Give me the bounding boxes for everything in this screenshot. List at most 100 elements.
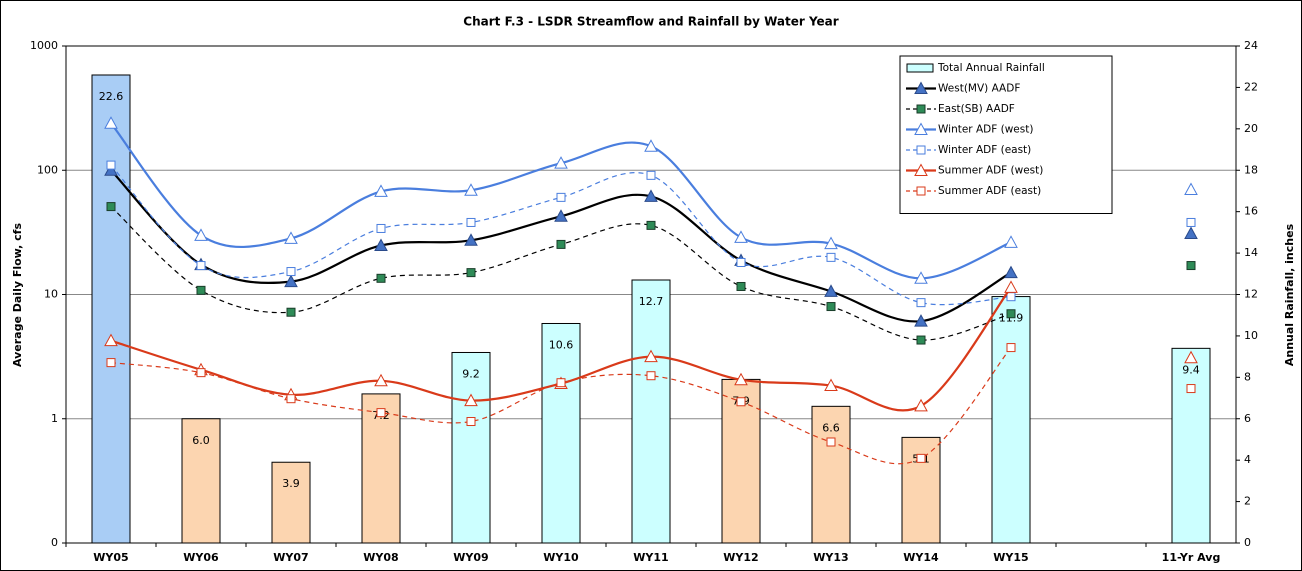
line-marker	[466, 217, 476, 227]
x-tick-label: WY10	[543, 551, 579, 564]
line-marker	[1006, 309, 1016, 319]
line-marker	[826, 437, 836, 447]
line-marker	[914, 398, 928, 412]
legend-marker	[916, 186, 926, 196]
line-marker	[196, 285, 206, 295]
line-marker	[464, 183, 478, 196]
y2-tick-label: 8	[1244, 370, 1251, 383]
y2-tick-label: 10	[1244, 329, 1258, 342]
legend-marker	[914, 122, 928, 135]
line-marker	[916, 298, 926, 308]
line-marker	[104, 163, 118, 176]
legend-label: West(MV) AADF	[938, 83, 1020, 95]
line-marker	[1006, 292, 1016, 302]
legend-label: Summer ADF (west)	[938, 165, 1043, 177]
x-tick-label: WY06	[183, 551, 219, 564]
y2-tick-label: 20	[1244, 122, 1258, 135]
line-marker	[1004, 265, 1018, 279]
line-marker	[1184, 182, 1198, 195]
bar	[361, 393, 401, 544]
line-marker	[824, 284, 838, 297]
line-marker	[646, 170, 656, 180]
line-marker	[644, 139, 658, 152]
y2-tick-label: 24	[1244, 39, 1258, 52]
line-marker	[464, 233, 478, 246]
line-marker	[646, 371, 656, 381]
y-tick-label: 100	[37, 163, 58, 176]
line-marker	[1004, 235, 1018, 248]
line-marker	[374, 184, 388, 197]
chart-title: Chart F.3 - LSDR Streamflow and Rainfall…	[463, 15, 838, 29]
legend-marker	[914, 163, 928, 176]
legend-label: East(SB) AADF	[938, 103, 1015, 115]
line-marker	[1186, 217, 1196, 227]
x-tick-label: WY14	[903, 551, 939, 564]
legend-box	[899, 55, 1113, 214]
line-marker	[286, 267, 296, 277]
y2-tick-label: 12	[1244, 288, 1258, 301]
line-marker	[644, 349, 658, 363]
y2-tick-label: 0	[1244, 536, 1251, 549]
bar-value-label: 10.6	[549, 338, 574, 351]
y2-tick-label: 4	[1244, 453, 1251, 466]
bar	[991, 296, 1031, 544]
legend-label: Total Annual Rainfall	[937, 62, 1045, 74]
line-marker	[914, 314, 928, 327]
legend-marker	[916, 145, 926, 155]
line-marker	[916, 335, 926, 345]
line-marker	[736, 281, 746, 291]
y-axis-label: Average Daily Flow, cfs	[11, 223, 24, 367]
line-marker	[914, 271, 928, 284]
x-tick-label: WY11	[633, 551, 668, 564]
bar-value-label: 12.7	[639, 295, 664, 308]
bar	[811, 405, 851, 544]
line-marker	[284, 274, 298, 288]
x-tick-label: 11-Yr Avg	[1162, 551, 1221, 564]
bar	[91, 74, 131, 544]
line-marker	[106, 358, 116, 368]
bar-value-label: 9.4	[1182, 363, 1200, 376]
line-marker	[194, 228, 208, 241]
x-tick-label: WY09	[453, 551, 488, 564]
line-marker	[556, 378, 566, 388]
line-marker	[644, 189, 658, 202]
line-marker	[1004, 280, 1018, 293]
y2-tick-label: 18	[1244, 163, 1258, 176]
bar	[451, 351, 491, 544]
line-marker	[106, 160, 116, 170]
line-marker	[916, 453, 926, 463]
line-marker	[554, 156, 568, 169]
y2-tick-label: 2	[1244, 495, 1251, 508]
line-marker	[824, 378, 838, 392]
y2-tick-label: 16	[1244, 205, 1258, 218]
line-marker	[734, 230, 748, 243]
y2-axis-label: Annual Rainfall, inches	[1283, 223, 1296, 366]
line-marker	[286, 307, 296, 317]
x-tick-label: WY05	[93, 551, 128, 564]
bar	[1171, 347, 1211, 544]
line-marker	[466, 417, 476, 427]
legend-marker	[914, 81, 928, 94]
line-marker	[284, 231, 298, 244]
line-marker	[106, 202, 116, 212]
bar	[181, 418, 221, 544]
legend-marker	[916, 104, 926, 114]
bar-value-label: 9.2	[462, 367, 480, 380]
line-marker	[196, 368, 206, 378]
line-marker	[646, 220, 656, 230]
line-marker	[826, 302, 836, 312]
line-marker	[466, 268, 476, 278]
line-marker	[376, 273, 386, 283]
y2-tick-label: 6	[1244, 412, 1251, 425]
line-marker	[826, 252, 836, 262]
y-tick-label: 1000	[30, 39, 58, 52]
x-tick-label: WY13	[813, 551, 848, 564]
bar-value-label: 6.6	[822, 421, 840, 434]
line-marker	[554, 209, 568, 222]
line-marker	[374, 238, 388, 251]
x-tick-label: WY07	[273, 551, 308, 564]
line-marker	[104, 116, 118, 129]
legend-label: Winter ADF (west)	[938, 124, 1033, 136]
line-marker	[1184, 226, 1198, 239]
line-marker	[464, 393, 478, 407]
